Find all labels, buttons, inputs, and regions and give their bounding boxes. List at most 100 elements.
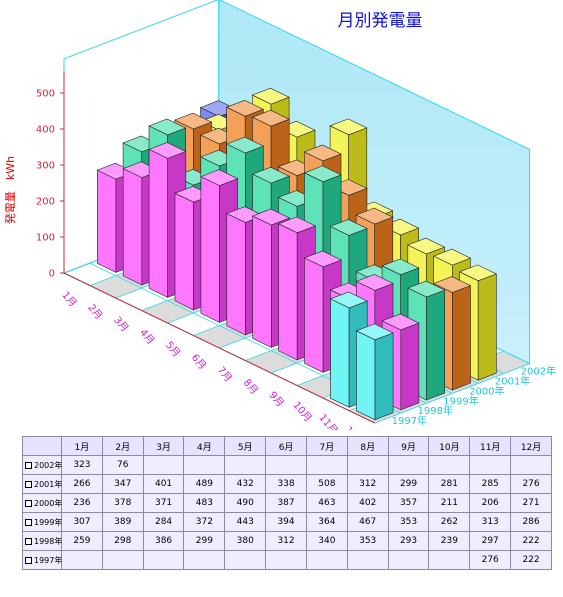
bar-top: [174, 112, 213, 130]
bar-top: [381, 313, 420, 331]
bar-top: [355, 274, 394, 291]
bar-side: [452, 285, 471, 391]
table-row-header: 1997年: [22, 550, 62, 570]
table-cell: 284: [142, 512, 185, 532]
bar-top: [381, 258, 420, 276]
table-row-label: 2000年: [34, 498, 63, 508]
bar-top: [407, 280, 446, 298]
table-cell: [428, 550, 471, 570]
bar-front: [252, 215, 272, 348]
table-cell: [101, 550, 144, 570]
x-tick-label: 3月: [111, 314, 131, 334]
table-cell: 323: [61, 455, 103, 475]
bar-side: [400, 322, 420, 411]
series-label: 2000年: [469, 384, 504, 397]
table-cell: 286: [510, 512, 552, 532]
table-cell: 467: [346, 512, 389, 532]
table-cell: 394: [265, 512, 307, 532]
bar-front: [200, 176, 220, 323]
table-col-header: 1月: [61, 436, 103, 456]
x-tick-label: 7月: [215, 364, 235, 384]
table-cell: 222: [510, 531, 552, 551]
series-label: 2001年: [495, 374, 530, 387]
table-cell: 312: [265, 531, 307, 551]
bar-top: [329, 219, 368, 236]
table-row: 1999年 307 389 284 372 443 394 364 467 353 262 313 28…: [22, 512, 552, 532]
chart-title: 月別発電量: [338, 11, 423, 31]
table-cell: 239: [428, 531, 471, 551]
bar-1997年-12月: [355, 323, 394, 421]
bar-top: [458, 264, 498, 282]
x-tick-label: 11月: [316, 412, 340, 430]
table-col-header: 5月: [224, 436, 267, 456]
table-cell: 307: [61, 512, 103, 532]
table-cell: 443: [224, 512, 267, 532]
table-row: 2002年 323 76: [22, 455, 552, 475]
y-tick-label: 0: [49, 269, 55, 280]
bar-top: [251, 208, 291, 226]
bar-top: [251, 87, 290, 105]
table-cell: 276: [469, 550, 512, 570]
table-row-header: 1998年: [22, 531, 63, 551]
bar-front: [174, 192, 194, 311]
table-row-header: 2002年: [22, 455, 62, 475]
table-cell: [510, 455, 552, 475]
table-col-header: 4月: [183, 436, 226, 456]
table-row-header: 2001年: [22, 474, 63, 494]
table-cell: [183, 550, 226, 570]
bar-top: [148, 118, 187, 136]
y-tick-label: 300: [36, 161, 55, 172]
table-col-header: 11月: [469, 436, 512, 456]
table-cell: 276: [510, 474, 552, 494]
x-tick-label: 5月: [163, 339, 183, 359]
table-col-header: 2月: [101, 436, 144, 456]
table-col-header: 8月: [346, 436, 389, 456]
x-tick-label: 12月: [342, 424, 366, 430]
table-cell: 353: [387, 512, 430, 532]
bar-front: [122, 168, 143, 286]
table-cell: 338: [265, 474, 307, 494]
table-cell: [346, 455, 389, 475]
table-cell: [305, 550, 348, 570]
table-cell: 353: [346, 531, 389, 551]
bar-top: [225, 99, 265, 117]
bar-top: [355, 323, 394, 341]
table-row-header: 1999年: [22, 512, 62, 532]
bar-top: [329, 291, 368, 309]
table-cell: 299: [183, 531, 226, 551]
table-col-header: 12月: [510, 436, 552, 456]
bar-front: [304, 257, 324, 373]
table-cell: [224, 550, 267, 570]
data-table: 1月 2月 3月 4月 5月 6月 7月 8月 9月 10月 11月 12月 2002年 323 76 20…: [22, 436, 552, 570]
legend-swatch-icon: [25, 518, 32, 526]
x-tick-label: 6月: [189, 352, 209, 372]
table-cell: 298: [101, 531, 144, 551]
table-cell: [265, 455, 307, 475]
table-cell: [183, 455, 226, 475]
table-row-label: 2001年: [34, 479, 63, 489]
y-tick-label: 400: [36, 125, 55, 136]
table-cell: 380: [224, 531, 267, 551]
table-cell: 340: [305, 531, 348, 551]
table-cell: 211: [428, 493, 471, 513]
table-cell: 285: [469, 474, 512, 494]
table-row-label: 1998年: [34, 536, 63, 546]
bar-front: [330, 298, 350, 408]
series-label: 2002年: [521, 365, 556, 378]
series-label: 1997年: [392, 414, 427, 427]
bar-top: [355, 207, 394, 225]
table-cell: [387, 455, 430, 475]
table-row-header: 2000年: [22, 493, 63, 513]
table-header-row: 1月 2月 3月 4月 5月 6月 7月 8月 9月 10月 11月 12月: [22, 436, 552, 456]
x-tick-label: 1月: [59, 289, 79, 309]
bar-top: [225, 136, 265, 154]
bar-1998年-5月: [200, 169, 239, 323]
table-cell: [61, 550, 103, 570]
table-cell: 236: [61, 493, 103, 513]
y-tick-label: 100: [36, 233, 55, 244]
table-cell: 401: [142, 474, 185, 494]
table-cell: 266: [61, 474, 103, 494]
table-cell: 297: [469, 531, 512, 551]
table-col-header: 10月: [428, 436, 471, 456]
